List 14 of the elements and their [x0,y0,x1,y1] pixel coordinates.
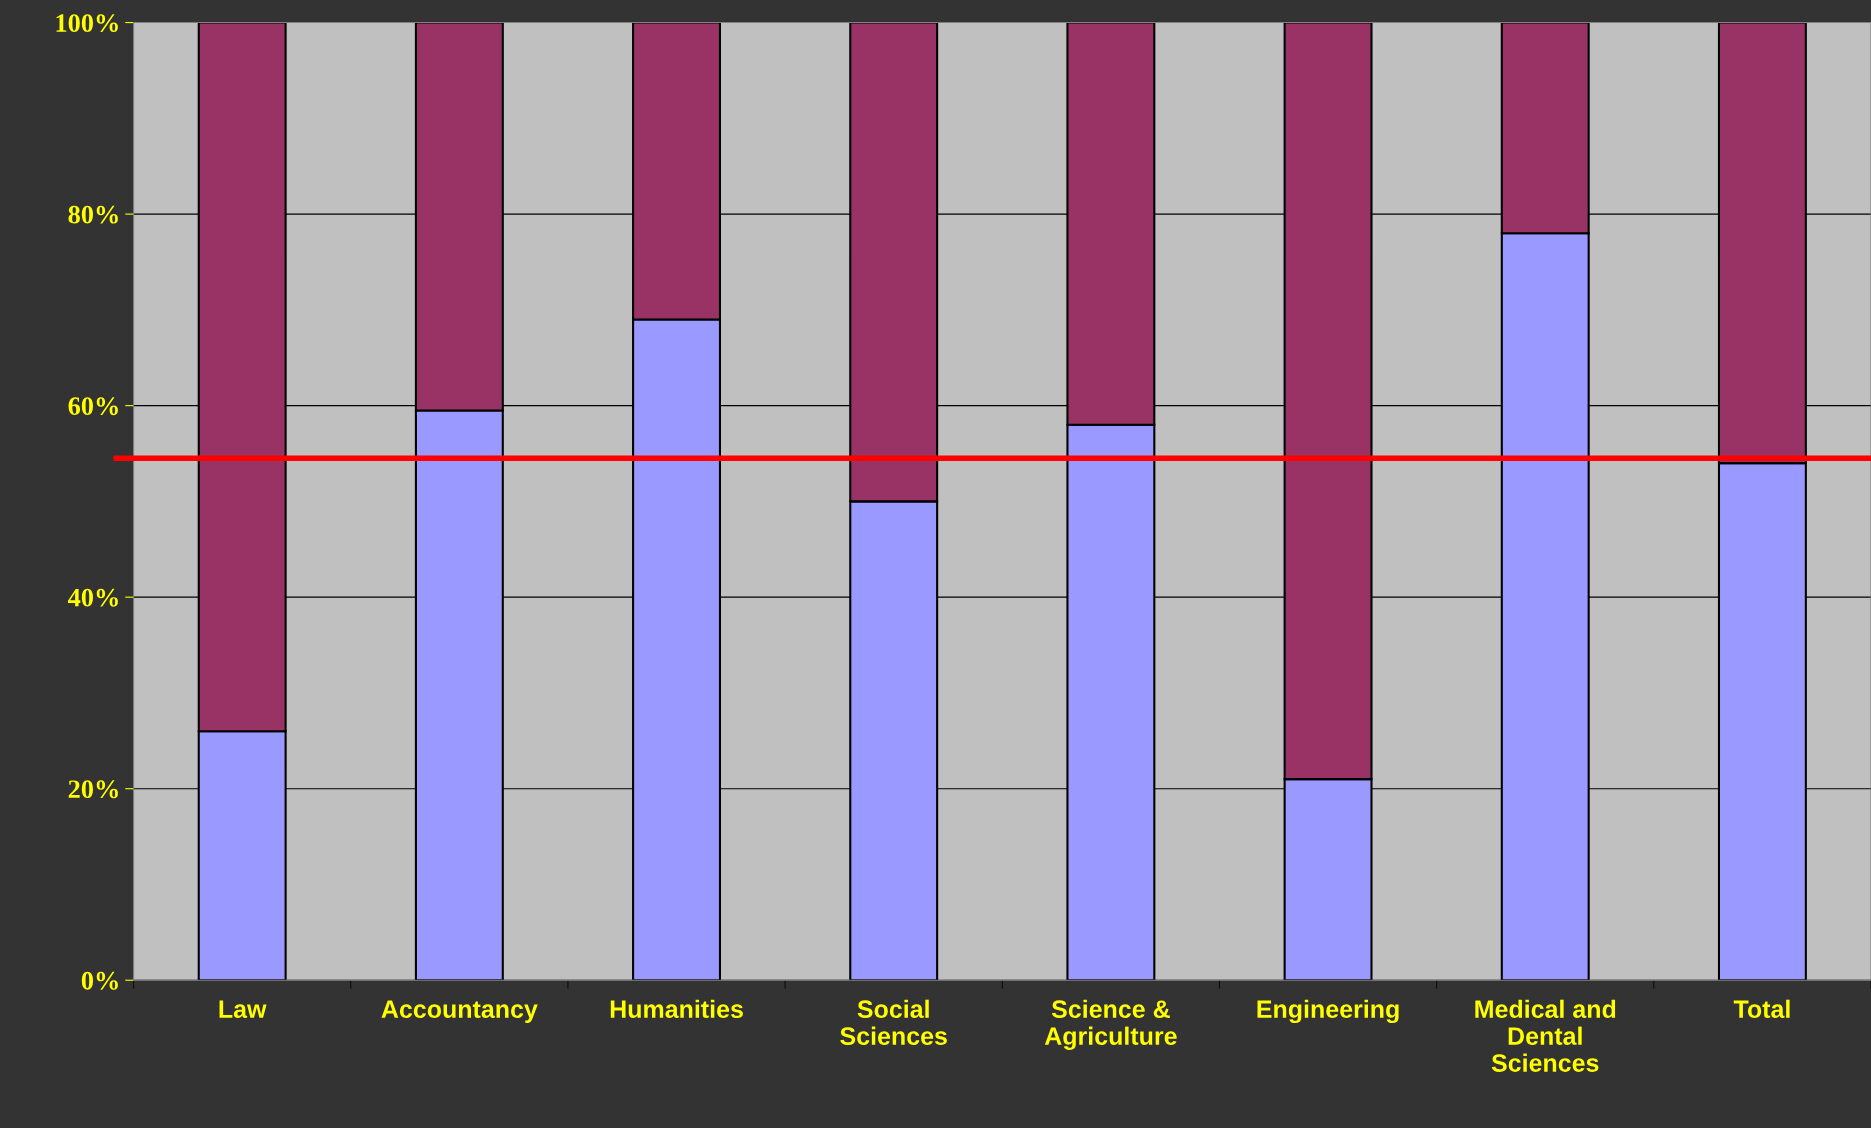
x-tick-label: Humanities [610,999,743,1019]
y-tick-label: 0% [81,971,118,990]
y-tick-label: 40% [67,588,118,607]
x-tick-label: Law [219,1000,267,1019]
x-tick-label: Engineering [1257,999,1399,1024]
y-tick-label: 80% [68,205,118,224]
x-tick-label: Medical and Dental Sciences [1475,999,1616,1072]
x-tick-label: Social Sciences [840,999,947,1045]
y-tick-label: 20% [68,780,118,799]
x-tick-label: Accountancy [381,1000,538,1023]
y-tick-label: 60% [68,397,118,416]
x-tick-label: Total [1733,999,1790,1019]
y-tick-label: 100% [56,14,118,33]
x-tick-label: Science & Agriculture [1044,999,1177,1051]
